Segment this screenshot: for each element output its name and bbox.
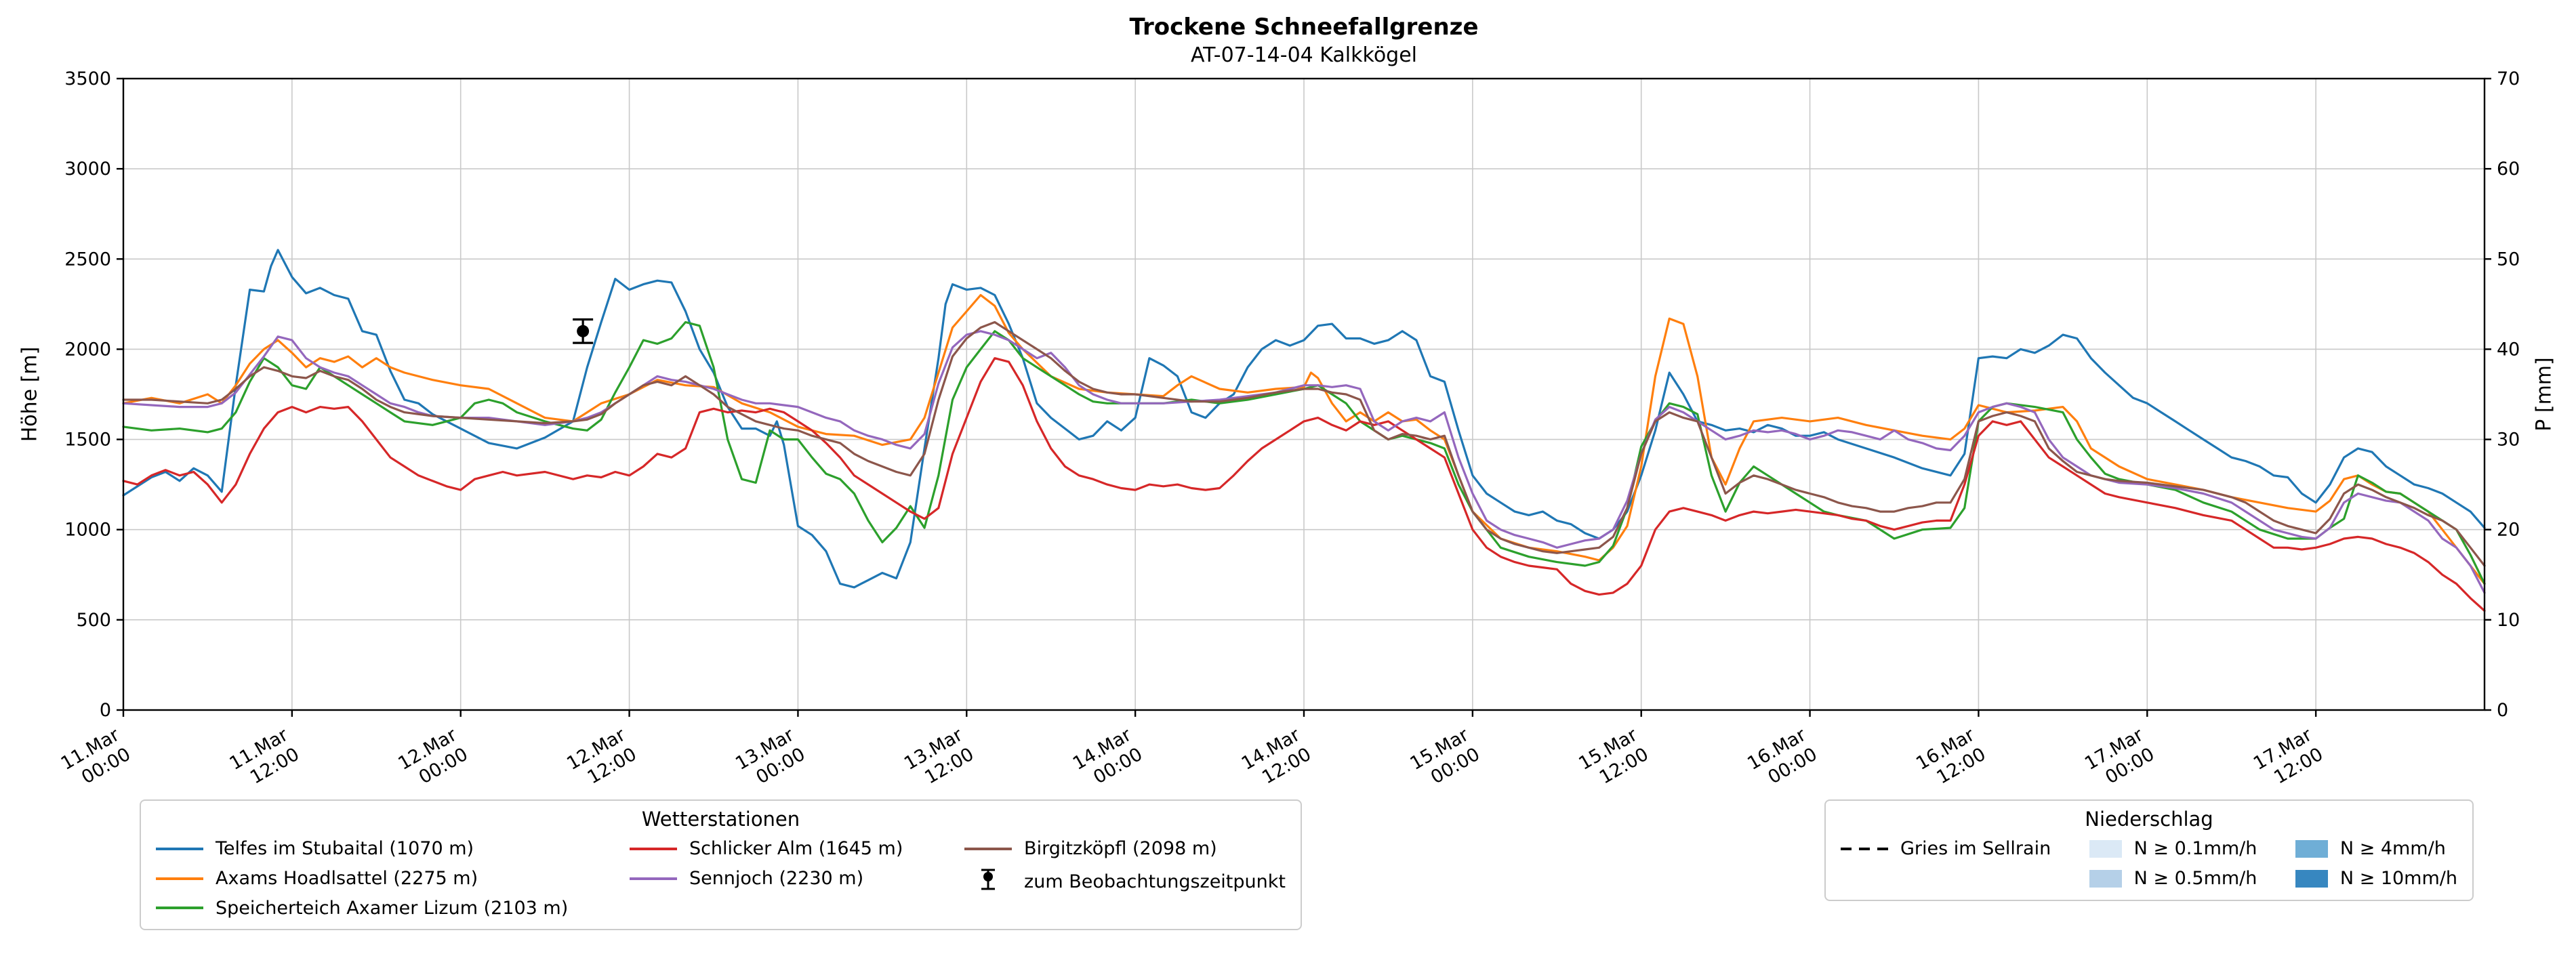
dashed-line-swatch-icon [1841,847,1888,850]
legend-label: Birgitzköpfl (2098 m) [1024,838,1217,859]
x-tick-label: 14.Mar12:00 [1238,724,1315,794]
series-lines [122,249,2486,612]
legend-niederschlag: Niederschlag Gries im Sellrain N ≥ 0.1mm/… [1824,799,2474,901]
chart-title: Trockene Schneefallgrenze [1129,14,1479,41]
legend-label: zum Beobachtungszeitpunkt [1024,871,1286,893]
series-line-6 [122,320,2486,567]
legend-item: N ≥ 0.5mm/h [2089,867,2257,890]
legend-item: Speicherteich Axamer Lizum (2103 m) [156,897,568,920]
x-tick-label: 16.Mar00:00 [1744,724,1821,794]
legend-item: Axams Hoadlsattel (2275 m) [156,867,568,890]
observation-marker [573,318,594,344]
series-line-5 [122,330,2486,594]
legend-item: Birgitzköpfl (2098 m) [964,837,1286,860]
x-tick-label: 15.Mar00:00 [1407,724,1484,794]
y-left-tick-label: 1500 [64,430,111,451]
legend-item: zum Beobachtungszeitpunkt [964,867,1286,898]
line-swatch-icon [156,907,203,910]
y-right-tick-label: 30 [2497,430,2520,451]
legend-label: N ≥ 4mm/h [2339,838,2446,859]
y-axis-label-right: P [mm] [2532,357,2556,432]
y-left-tick-label: 3500 [64,68,111,89]
line-swatch-icon [629,847,677,850]
grid-lines [123,79,2485,710]
legend-item: Schlicker Alm (1645 m) [629,837,903,860]
errorbar-marker-icon [964,867,1012,898]
x-tick-label: 14.Mar00:00 [1069,724,1147,794]
line-swatch-icon [156,847,203,850]
x-tick-label: 12.Mar00:00 [394,724,472,794]
legend-label: Sennjoch (2230 m) [689,867,864,889]
legend-column: Telfes im Stubaital (1070 m) Axams Hoadls… [156,837,568,919]
series-line-1 [122,249,2486,589]
y-left-tick-label: 500 [76,610,111,631]
x-tick-label: 17.Mar12:00 [2250,724,2327,794]
legend-item: Sennjoch (2230 m) [629,867,903,890]
legend-column: Gries im Sellrain [1841,837,2051,860]
legend-item: N ≥ 4mm/h [2295,837,2457,860]
legend-label: Schlicker Alm (1645 m) [689,838,903,859]
x-tick-label: 13.Mar12:00 [901,724,978,794]
x-tick-label: 13.Mar00:00 [732,724,809,794]
y-right-tick-label: 50 [2497,249,2520,270]
line-swatch-icon [964,847,1013,850]
legend-precip-title: Niederschlag [2085,808,2213,831]
y-right-tick-label: 60 [2497,159,2520,180]
legend-item: Gries im Sellrain [1841,837,2051,860]
legend-label: Telfes im Stubaital (1070 m) [216,838,474,859]
legend-precip-columns: Gries im Sellrain N ≥ 0.1mm/h N ≥ 0.5mm/h N… [1841,837,2457,890]
series-line-2 [122,293,2486,585]
patch-swatch-icon [2089,839,2122,858]
legend-column: N ≥ 4mm/h N ≥ 10mm/h [2295,837,2457,890]
y-right-tick-label: 40 [2497,339,2520,360]
x-tick-label: 11.Mar12:00 [226,724,304,794]
y-left-tick-label: 1000 [64,520,111,541]
legend-item: N ≥ 0.1mm/h [2089,837,2257,860]
line-swatch-icon [156,877,203,880]
tick-marks [117,77,2491,717]
legend-label: Gries im Sellrain [1900,838,2051,859]
legend-label: N ≥ 0.5mm/h [2133,867,2257,889]
series-line-4 [122,357,2486,612]
legend-stations-title: Wetterstationen [641,808,800,831]
x-tick-label: 12.Mar12:00 [563,724,640,794]
legend-wetterstationen: Wetterstationen Telfes im Stubaital (107… [140,799,1302,931]
y-left-tick-label: 3000 [64,159,111,180]
x-tick-label: 11.Mar00:00 [58,724,135,794]
series-line-3 [122,320,2486,585]
legend-item: Telfes im Stubaital (1070 m) [156,837,568,860]
legend-stations-columns: Telfes im Stubaital (1070 m) Axams Hoadls… [156,837,1286,919]
legend-column: Schlicker Alm (1645 m) Sennjoch (2230 m) [629,837,903,890]
legend-column: Birgitzköpfl (2098 m) zum Beobachtungszei… [964,837,1286,898]
legend-item: N ≥ 10mm/h [2295,867,2457,890]
y-right-tick-label: 10 [2497,610,2520,631]
y-axis-label-left: Höhe [m] [18,346,42,442]
y-left-tick-label: 2500 [64,249,111,270]
y-right-tick-label: 0 [2497,700,2508,721]
patch-swatch-icon [2295,869,2328,888]
legend-column: N ≥ 0.1mm/h N ≥ 0.5mm/h [2089,837,2257,890]
patch-swatch-icon [2295,839,2328,858]
chart-subtitle: AT-07-14-04 Kalkkögel [1190,43,1418,67]
y-left-tick-label: 0 [100,700,111,721]
legend-label: Axams Hoadlsattel (2275 m) [216,867,478,889]
y-right-tick-label: 20 [2497,520,2520,541]
y-right-tick-label: 70 [2497,68,2520,89]
x-tick-label: 17.Mar00:00 [2081,724,2159,794]
y-left-tick-label: 2000 [64,339,111,360]
x-tick-label: 16.Mar12:00 [1913,724,1990,794]
x-tick-label: 15.Mar12:00 [1575,724,1652,794]
patch-swatch-icon [2089,869,2122,888]
legend-label: N ≥ 10mm/h [2339,867,2457,889]
legend-label: N ≥ 0.1mm/h [2133,838,2257,859]
line-swatch-icon [629,877,677,880]
legend-label: Speicherteich Axamer Lizum (2103 m) [216,897,569,919]
